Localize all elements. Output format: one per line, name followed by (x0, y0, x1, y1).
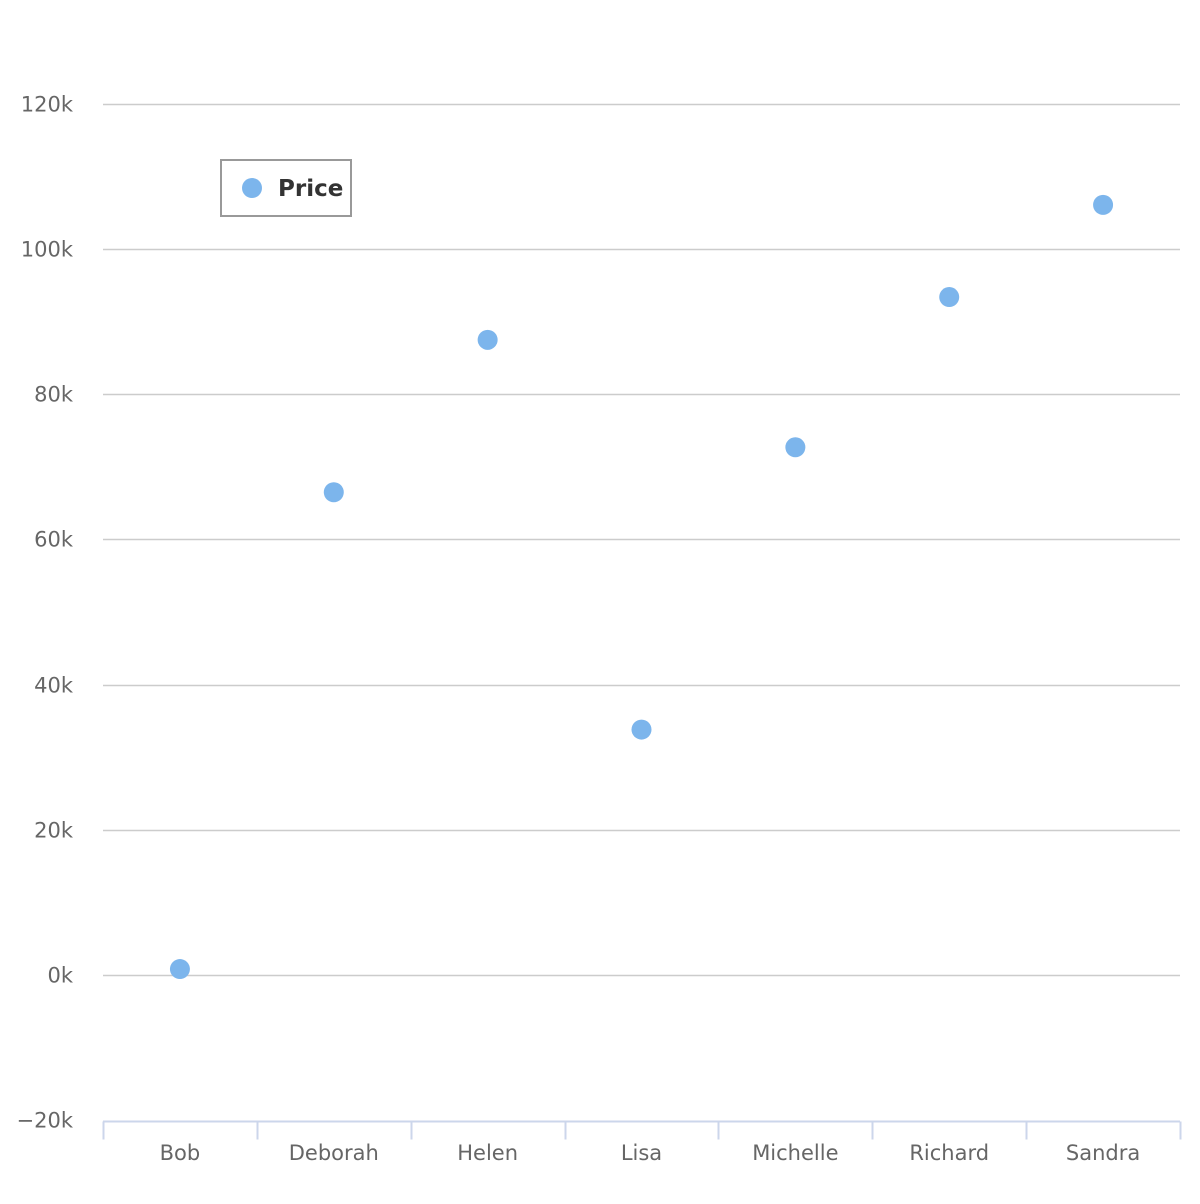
x-tick-label: Helen (457, 1141, 518, 1165)
legend-marker (242, 178, 262, 198)
data-point[interactable] (169, 959, 190, 980)
x-tick-label: Bob (160, 1141, 201, 1165)
y-tick-label: 80k (34, 383, 74, 407)
x-axis (102, 1120, 1182, 1140)
y-tick-label: 20k (34, 819, 74, 843)
data-point[interactable] (1093, 194, 1114, 215)
data-points (169, 194, 1114, 980)
y-tick-label: 60k (34, 528, 74, 552)
x-tick-label: Deborah (289, 1141, 379, 1165)
data-point[interactable] (323, 482, 344, 503)
y-tick-label: 120k (21, 93, 74, 117)
y-tick-label: 40k (34, 674, 74, 698)
data-point[interactable] (785, 437, 806, 458)
data-point[interactable] (477, 329, 498, 350)
y-tick-label: 100k (21, 238, 74, 262)
data-point[interactable] (631, 719, 652, 740)
x-tick-label: Lisa (621, 1141, 662, 1165)
x-tick-label: Sandra (1066, 1141, 1140, 1165)
legend[interactable]: Price (220, 159, 352, 217)
y-tick-label: 0k (47, 964, 73, 988)
grid-lines (103, 103, 1180, 977)
x-axis-labels: Bob Deborah Helen Lisa Michelle Richard Sandra (160, 1141, 1141, 1165)
x-tick-label: Michelle (752, 1141, 838, 1165)
legend-label: Price (278, 176, 343, 202)
x-tick-label: Richard (909, 1141, 989, 1165)
y-axis-ticks: −20k 0k 20k 40k 60k 80k 100k 120k (17, 93, 74, 1133)
data-point[interactable] (939, 287, 960, 308)
y-tick-label: −20k (17, 1109, 74, 1133)
